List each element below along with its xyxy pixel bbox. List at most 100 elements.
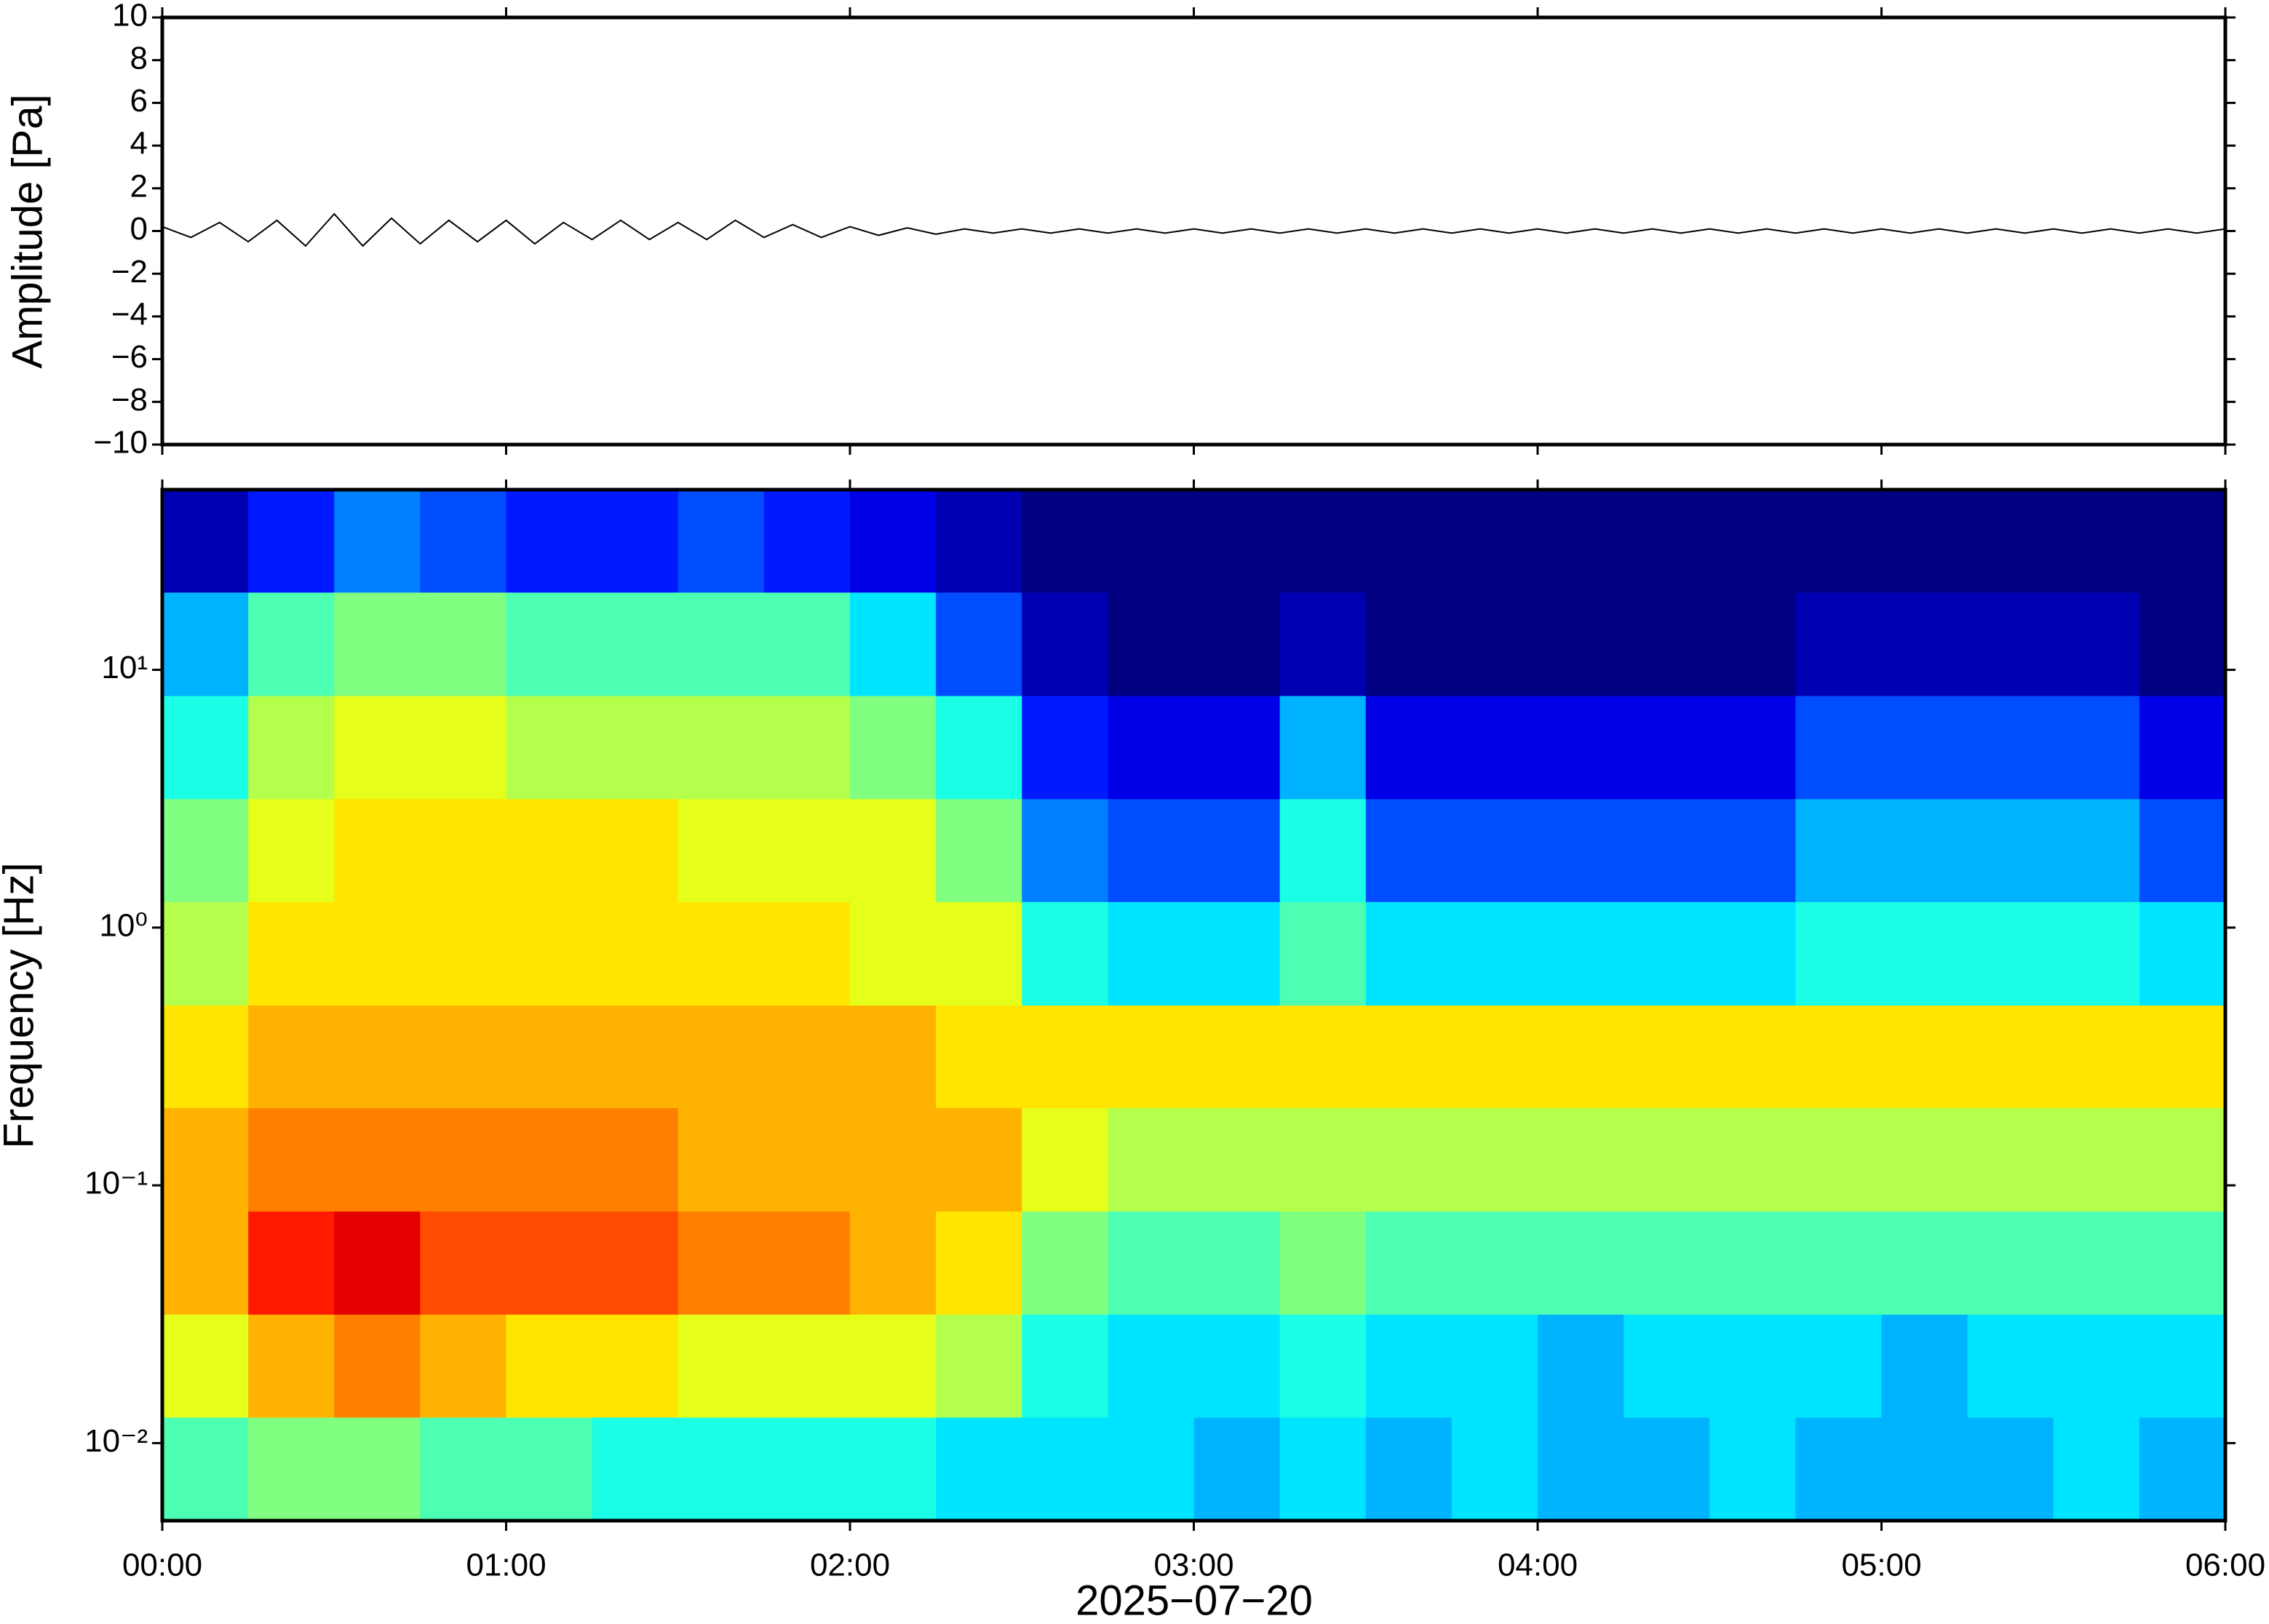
heatmap-cell (1538, 1005, 1624, 1108)
heatmap-cell (592, 490, 679, 593)
x-tick-label: 01:00 (466, 1548, 546, 1583)
heatmap-cell (1279, 696, 1367, 800)
plot-frame (160, 15, 2228, 447)
heatmap-cell (763, 1314, 851, 1418)
heatmap-cell (248, 1107, 335, 1212)
y-tick-label: 8 (130, 40, 148, 76)
heatmap-cell (1624, 901, 1710, 1006)
y-axis-label: Frequency [Hz] (0, 862, 42, 1148)
heatmap-cell (850, 592, 937, 696)
heatmap-cell (1795, 1417, 1882, 1521)
heatmap-cell (2053, 592, 2140, 696)
heatmap-cell (1193, 592, 1281, 696)
heatmap-cell (677, 1107, 765, 1212)
y-tick-label: −10 (93, 425, 148, 461)
heatmap-cell (1881, 1417, 1968, 1521)
heatmap-cell (1279, 490, 1367, 593)
heatmap-cell (850, 1211, 937, 1315)
heatmap-cell (936, 1005, 1022, 1108)
heatmap-cell (1279, 1314, 1367, 1418)
heatmap-cell (1538, 1314, 1624, 1418)
heatmap-cell (334, 592, 421, 696)
heatmap-cell (1795, 490, 1882, 593)
heatmap-cell (2053, 798, 2140, 902)
heatmap-cell (1108, 901, 1194, 1006)
heatmap-cell (248, 901, 335, 1006)
heatmap-cell (1108, 1417, 1194, 1521)
heatmap-cell (1709, 1417, 1796, 1521)
heatmap-cell (592, 696, 679, 800)
heatmap-cell (2053, 696, 2140, 800)
y-tick-label: −2 (111, 254, 148, 290)
heatmap-cell (1022, 1417, 1108, 1521)
heatmap-cell (1279, 901, 1367, 1006)
heatmap-cell (1881, 1005, 1968, 1108)
heatmap-cell (677, 592, 765, 696)
heatmap-cell (1022, 490, 1108, 593)
heatmap-cell (1451, 490, 1538, 593)
heatmap-cell (1795, 696, 1882, 800)
heatmap-cell (763, 901, 851, 1006)
heatmap-cell (1022, 1107, 1108, 1212)
heatmap-cell (2139, 1005, 2226, 1108)
heatmap-cell (1709, 592, 1796, 696)
heatmap-cell (1193, 798, 1281, 902)
heatmap-cell (1624, 1417, 1710, 1521)
heatmap-cell (506, 1211, 593, 1315)
heatmap-cell (1795, 1211, 1882, 1315)
heatmap-cell (162, 1005, 249, 1108)
heatmap-cell (248, 1314, 335, 1418)
heatmap-cell (1881, 490, 1968, 593)
heatmap-cell (850, 1314, 937, 1418)
x-tick-label: 02:00 (810, 1548, 890, 1583)
heatmap-cell (1365, 1005, 1453, 1108)
heatmap-cell (334, 696, 421, 800)
heatmap-cell (1022, 696, 1108, 800)
heatmap-cell (1022, 592, 1108, 696)
heatmap-cell (1967, 1005, 2054, 1108)
heatmap-cell (592, 901, 679, 1006)
heatmap-cell (1881, 798, 1968, 902)
heatmap-cell (1624, 592, 1710, 696)
heatmap-cell (1709, 696, 1796, 800)
heatmap-cell (1365, 901, 1453, 1006)
heatmap-cell (1108, 798, 1194, 902)
heatmap-cell (677, 1211, 765, 1315)
heatmap-cell (2139, 1314, 2226, 1418)
heatmap-cell (1108, 490, 1194, 593)
heatmap-cell (506, 1417, 593, 1521)
heatmap-cell (162, 798, 249, 902)
heatmap-cell (334, 901, 421, 1006)
heatmap-cell (1279, 592, 1367, 696)
heatmap-cell (1967, 1417, 2054, 1521)
heatmap-cell (506, 1107, 593, 1212)
heatmap-cell (1365, 1107, 1453, 1212)
heatmap-cell (592, 592, 679, 696)
heatmap-cell (1967, 901, 2054, 1006)
heatmap-cell (1967, 696, 2054, 800)
heatmap-cell (1538, 592, 1624, 696)
y-tick-label: 6 (130, 83, 148, 119)
heatmap-cell (936, 798, 1022, 902)
heatmap-cell (1967, 592, 2054, 696)
heatmap-cell (1022, 1005, 1108, 1108)
heatmap-cell (936, 1314, 1022, 1418)
heatmap-cell (162, 1107, 249, 1212)
heatmap-cell (248, 696, 335, 800)
heatmap-cell (2053, 1314, 2140, 1418)
heatmap-cell (677, 1005, 765, 1108)
heatmap-cell (1193, 1107, 1281, 1212)
heatmap-cell (850, 1417, 937, 1521)
heatmap-cell (420, 1211, 506, 1315)
heatmap-cell (420, 1314, 506, 1418)
heatmap-cell (936, 1211, 1022, 1315)
heatmap-cell (1795, 1107, 1882, 1212)
heatmap-cell (2139, 696, 2226, 800)
x-tick-label: 05:00 (1841, 1548, 1921, 1583)
heatmap-cell (506, 1314, 593, 1418)
heatmap-cell (936, 1417, 1022, 1521)
heatmap-cell (677, 490, 765, 593)
heatmap-cell (850, 798, 937, 902)
heatmap-cell (248, 592, 335, 696)
heatmap-cell (506, 696, 593, 800)
